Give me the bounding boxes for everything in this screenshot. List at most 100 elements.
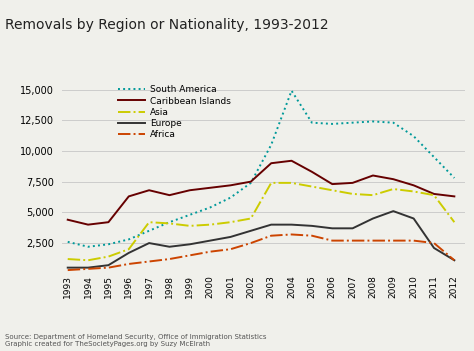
Africa — [207, 250, 213, 254]
Asia — [85, 258, 91, 263]
Caribbean Islands — [431, 192, 437, 196]
Caribbean Islands — [228, 183, 233, 187]
Europe — [65, 266, 71, 270]
Africa — [452, 258, 457, 263]
Africa — [146, 259, 152, 264]
Africa — [228, 247, 233, 251]
Caribbean Islands — [350, 181, 356, 185]
Asia — [391, 187, 396, 191]
Europe — [309, 224, 315, 228]
Caribbean Islands — [167, 193, 173, 197]
Africa — [411, 239, 417, 243]
Line: Europe: Europe — [68, 211, 455, 268]
Line: Caribbean Islands: Caribbean Islands — [68, 161, 455, 225]
South America — [309, 120, 315, 125]
Europe — [411, 216, 417, 221]
Africa — [126, 262, 132, 266]
Caribbean Islands — [411, 183, 417, 187]
Asia — [309, 184, 315, 188]
Asia — [411, 189, 417, 193]
Europe — [350, 226, 356, 231]
Caribbean Islands — [65, 218, 71, 222]
Line: Asia: Asia — [68, 183, 455, 260]
Text: Source: Department of Homeland Security, Office of Immigration Statistics
Graphi: Source: Department of Homeland Security,… — [5, 335, 266, 347]
South America — [452, 176, 457, 180]
South America — [248, 181, 254, 185]
Africa — [187, 253, 192, 258]
Line: Africa: Africa — [68, 234, 455, 270]
Europe — [248, 229, 254, 233]
South America — [146, 229, 152, 233]
Asia — [126, 247, 132, 251]
South America — [65, 240, 71, 244]
Asia — [187, 224, 192, 228]
Caribbean Islands — [106, 220, 111, 224]
Europe — [452, 258, 457, 263]
Africa — [268, 234, 274, 238]
South America — [106, 242, 111, 246]
Asia — [452, 220, 457, 224]
South America — [187, 213, 192, 217]
Europe — [85, 266, 91, 270]
Europe — [268, 223, 274, 227]
Africa — [248, 241, 254, 245]
Text: Removals by Region or Nationality, 1993-2012: Removals by Region or Nationality, 1993-… — [5, 18, 328, 32]
Asia — [228, 220, 233, 224]
Africa — [329, 239, 335, 243]
Europe — [106, 263, 111, 267]
South America — [350, 120, 356, 125]
South America — [431, 155, 437, 159]
South America — [329, 122, 335, 126]
South America — [370, 119, 376, 124]
Caribbean Islands — [268, 161, 274, 165]
Africa — [370, 239, 376, 243]
Asia — [350, 192, 356, 196]
Caribbean Islands — [391, 177, 396, 181]
South America — [289, 88, 294, 93]
Africa — [350, 239, 356, 243]
South America — [85, 245, 91, 249]
Europe — [289, 223, 294, 227]
Asia — [268, 181, 274, 185]
Europe — [370, 216, 376, 221]
Africa — [106, 266, 111, 270]
South America — [411, 134, 417, 138]
Africa — [309, 234, 315, 238]
Asia — [207, 223, 213, 227]
Europe — [329, 226, 335, 231]
South America — [126, 237, 132, 241]
Caribbean Islands — [248, 179, 254, 184]
Europe — [228, 235, 233, 239]
Caribbean Islands — [452, 194, 457, 199]
Europe — [146, 241, 152, 245]
Africa — [167, 257, 173, 261]
Asia — [329, 188, 335, 192]
Africa — [289, 232, 294, 237]
Line: South America: South America — [68, 91, 455, 247]
Caribbean Islands — [146, 188, 152, 192]
Africa — [65, 268, 71, 272]
Africa — [391, 239, 396, 243]
Legend: South America, Caribbean Islands, Asia, Europe, Africa: South America, Caribbean Islands, Asia, … — [115, 82, 234, 143]
Europe — [126, 251, 132, 255]
Asia — [106, 254, 111, 259]
Asia — [65, 257, 71, 261]
Europe — [187, 242, 192, 246]
Caribbean Islands — [309, 170, 315, 174]
Asia — [431, 193, 437, 197]
Africa — [85, 267, 91, 271]
Asia — [248, 216, 254, 221]
Asia — [146, 220, 152, 224]
Caribbean Islands — [207, 186, 213, 190]
South America — [228, 196, 233, 200]
Caribbean Islands — [126, 194, 132, 199]
Asia — [289, 181, 294, 185]
Caribbean Islands — [329, 182, 335, 186]
South America — [391, 120, 396, 125]
Caribbean Islands — [187, 188, 192, 192]
Europe — [207, 239, 213, 243]
Europe — [431, 246, 437, 250]
Caribbean Islands — [370, 173, 376, 178]
Asia — [370, 193, 376, 197]
Africa — [431, 241, 437, 245]
